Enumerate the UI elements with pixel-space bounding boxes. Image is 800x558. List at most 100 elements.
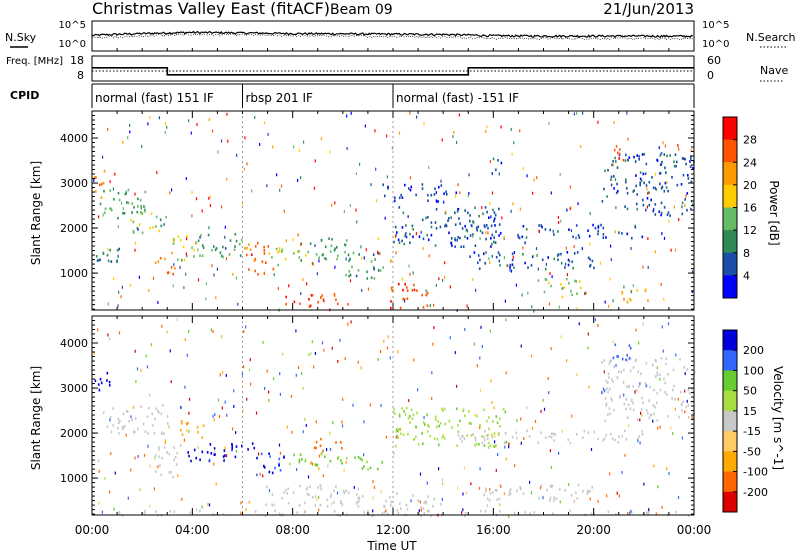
velocity-speckle: [653, 464, 655, 468]
velocity-echo-cell: [492, 420, 494, 423]
power-echo-cell: [309, 304, 312, 308]
power-echo-cell: [337, 302, 339, 306]
velocity-echo-cell: [603, 359, 606, 362]
velocity-echo-cell: [504, 431, 507, 435]
power-speckle: [137, 227, 139, 231]
velocity-speckle: [302, 386, 304, 390]
power-echo-cell: [638, 158, 640, 161]
velocity-echo-cell: [314, 495, 317, 498]
power-echo-cell: [402, 297, 404, 301]
power-echo-cell: [254, 245, 257, 248]
power-echo-cell: [684, 157, 686, 161]
power-echo-cell: [652, 209, 654, 213]
power-echo-cell: [117, 191, 120, 195]
power-echo-cell: [240, 238, 243, 242]
velocity-echo-cell: [389, 496, 391, 499]
velocity-speckle: [259, 472, 261, 476]
velocity-speckle: [314, 351, 316, 355]
velocity-colorbar-swatch: [723, 390, 737, 412]
velocity-echo-cell: [341, 462, 343, 465]
power-echo-cell: [99, 183, 101, 187]
power-echo-cell: [495, 230, 497, 233]
power-speckle: [196, 123, 198, 127]
velocity-echo-cell: [315, 440, 318, 444]
velocity-echo-cell: [401, 407, 403, 410]
velocity-speckle: [627, 512, 629, 515]
power-echo-cell: [437, 200, 440, 203]
power-speckle: [226, 177, 228, 181]
power-echo-cell: [447, 219, 449, 222]
velocity-echo-cell: [497, 433, 500, 436]
power-speckle: [375, 167, 377, 171]
velocity-echo-cell: [550, 432, 553, 435]
power-echo-cell: [411, 224, 414, 228]
power-echo-cell: [402, 211, 405, 215]
power-speckle: [186, 237, 188, 241]
velocity-speckle: [389, 356, 391, 360]
power-echo-cell: [325, 258, 328, 261]
velocity-speckle: [304, 417, 306, 421]
velocity-speckle: [341, 424, 344, 428]
velocity-speckle: [209, 458, 211, 462]
power-speckle: [420, 230, 422, 234]
velocity-colorbar-swatch: [723, 410, 737, 432]
velocity-echo-cell: [586, 489, 589, 493]
velocity-echo-cell: [480, 509, 482, 513]
velocity-echo-cell: [118, 421, 120, 425]
velocity-speckle: [212, 414, 214, 418]
power-echo-cell: [296, 250, 299, 253]
power-echo-cell: [143, 208, 146, 212]
velocity-speckle: [385, 435, 387, 439]
velocity-speckle: [243, 330, 245, 333]
velocity-echo-cell: [283, 456, 285, 459]
power-echo-cell: [136, 226, 138, 230]
velocity-echo-cell: [617, 355, 619, 358]
velocity-speckle: [542, 398, 544, 402]
power-echo-cell: [477, 225, 480, 228]
power-echo-cell: [500, 161, 503, 165]
velocity-speckle: [377, 358, 379, 361]
power-echo-cell: [617, 190, 619, 193]
nsearch-tick-top: 10^5: [702, 20, 729, 31]
velocity-speckle: [561, 429, 563, 433]
velocity-echo-cell: [647, 513, 649, 516]
velocity-echo-cell: [94, 379, 97, 383]
velocity-echo-cell: [126, 410, 129, 413]
velocity-speckle: [587, 346, 589, 350]
power-echo-cell: [621, 232, 623, 235]
velocity-echo-cell: [513, 511, 516, 515]
velocity-echo-cell: [666, 393, 668, 396]
velocity-echo-cell: [337, 456, 340, 459]
power-speckle: [445, 210, 447, 214]
velocity-colorbar-swatch: [723, 431, 737, 452]
velocity-echo-cell: [553, 439, 556, 442]
velocity-speckle: [514, 464, 516, 468]
power-echo-cell: [479, 229, 482, 233]
power-echo-cell: [329, 250, 332, 253]
power-echo-cell: [565, 277, 568, 281]
velocity-speckle: [233, 404, 235, 408]
power-echo-cell: [132, 220, 135, 224]
velocity-echo-cell: [314, 504, 317, 507]
velocity-speckle: [186, 422, 188, 426]
power-speckle: [549, 272, 551, 275]
power-echo-cell: [96, 259, 99, 262]
power-speckle: [109, 180, 111, 184]
power-speckle: [613, 121, 615, 125]
velocity-echo-cell: [576, 497, 579, 500]
power-echo-cell: [509, 263, 512, 267]
velocity-echo-cell: [320, 437, 322, 441]
x-tick-label: 12:00: [376, 523, 411, 537]
power-echo-cell: [627, 158, 629, 162]
velocity-echo-cell: [553, 499, 555, 502]
power-speckle: [662, 141, 664, 145]
power-echo-cell: [435, 199, 438, 203]
velocity-speckle: [218, 415, 221, 418]
velocity-speckle: [494, 434, 496, 438]
velocity-speckle: [226, 454, 228, 458]
power-colorbar-swatch: [723, 117, 737, 141]
power-speckle: [102, 155, 104, 159]
power-echo-cell: [109, 189, 112, 192]
power-echo-cell: [358, 253, 360, 256]
